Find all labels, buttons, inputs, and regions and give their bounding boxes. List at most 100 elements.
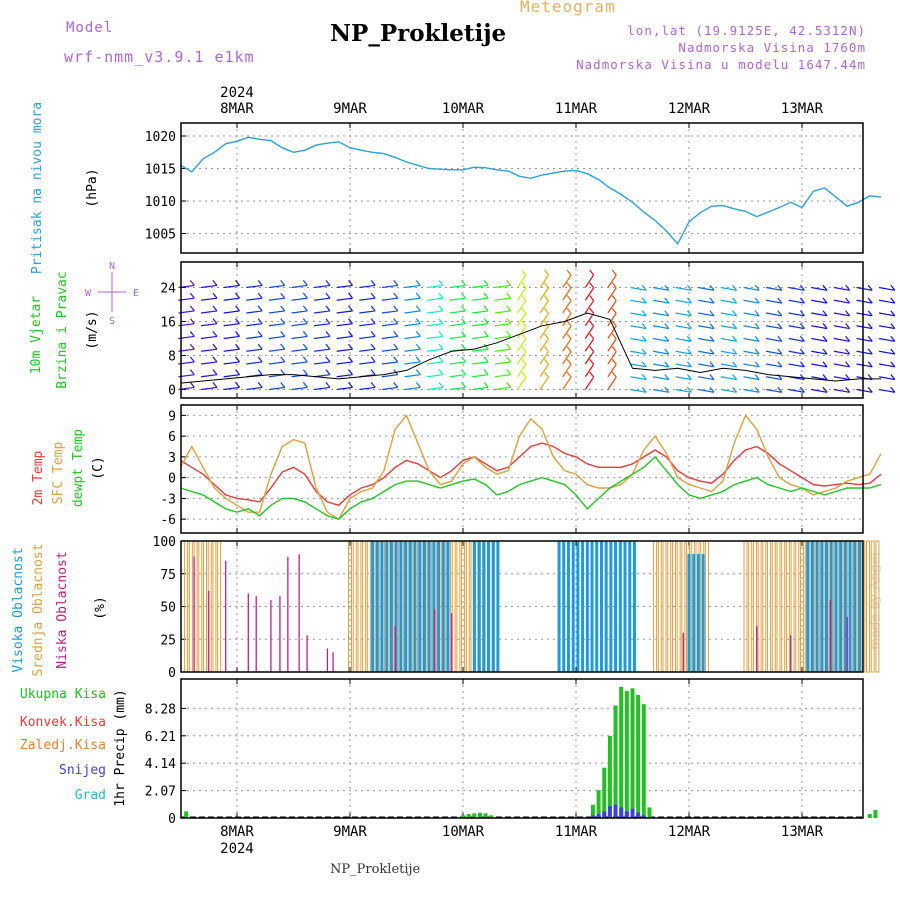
wind-barb	[562, 376, 572, 390]
precip-unit: 1hr Precip (mm)	[113, 689, 128, 806]
wind-barb	[743, 363, 760, 368]
cloud-high-bar	[848, 541, 852, 672]
wind-barb	[788, 363, 805, 368]
wind-barb-flag	[483, 292, 489, 299]
wind-barb-flag	[438, 305, 444, 312]
wind-barb-flag	[461, 280, 467, 286]
cloud-high-bar	[482, 541, 486, 672]
wind-barb	[607, 287, 617, 301]
wind-barb-flag	[709, 361, 715, 368]
cloud-mid-bar	[757, 540, 762, 673]
pressure-unit: (hPa)	[85, 168, 100, 207]
wind-barb	[788, 312, 805, 317]
wind-barb	[404, 335, 421, 340]
wind-barb-flag	[822, 374, 828, 380]
cloud-high-bar	[446, 541, 450, 672]
wind-barb	[314, 284, 331, 289]
wind-barb-flag	[506, 382, 512, 388]
wind-barb	[539, 376, 549, 390]
wind-barb-flag	[867, 297, 873, 304]
wind-barb-flag	[611, 282, 617, 289]
wind-barb-flag	[799, 348, 805, 355]
station-altitude: Nadmorska Visina 1760m	[678, 40, 866, 55]
wind-barb-flag	[506, 356, 512, 363]
x-bottom-label: 11MAR	[555, 824, 598, 840]
wind-barb	[833, 363, 850, 368]
model-label: Model	[66, 20, 114, 36]
cloud-ytick-label: 75	[160, 568, 176, 583]
wind-barb-flag	[438, 318, 444, 325]
cloud-high-bar	[389, 541, 393, 672]
wind-barb-flag	[566, 358, 572, 365]
wind-barb	[743, 388, 760, 393]
wind-barb	[607, 351, 617, 365]
wind-barb	[381, 361, 398, 365]
wind-barb-flag	[438, 331, 444, 337]
wind-barb-flag	[641, 335, 647, 342]
wind-barb-flag	[325, 280, 331, 286]
wind-barb	[201, 374, 218, 378]
cloud-high-bar	[581, 541, 585, 672]
wind-barb	[878, 299, 895, 304]
wind-barb	[788, 325, 805, 330]
cloud-high-bar	[477, 541, 481, 672]
wind-barb	[652, 312, 669, 317]
cloud-high-bar	[385, 541, 389, 672]
wind-barb	[607, 300, 617, 314]
wind-barb	[336, 348, 353, 352]
cloud-mid-bar	[748, 540, 753, 673]
cloud-mid-bar	[212, 540, 217, 673]
wind-barb-flag	[302, 305, 308, 312]
cloud-mid-bar	[704, 540, 709, 673]
x-bottom-label: 8MAR	[220, 824, 254, 840]
wind-barb	[539, 287, 549, 301]
wind-barb-flag	[212, 292, 218, 299]
wind-barb-flag	[799, 335, 805, 342]
wind-barb	[765, 350, 782, 355]
wind-barb-flag	[709, 374, 715, 380]
cloud-high-bar	[404, 541, 408, 672]
wind-barb-flag	[845, 348, 851, 355]
wind-barb	[720, 376, 737, 381]
wind-barb-flag	[415, 369, 421, 376]
wind-barb	[856, 325, 873, 330]
wind-barb	[449, 310, 466, 314]
wind-barb-flag	[777, 348, 783, 355]
wind-barb-flag	[566, 307, 572, 314]
wind-barb-flag	[521, 320, 527, 327]
wind-barb-flag	[777, 335, 783, 342]
wind-barb	[268, 297, 285, 301]
compass-label: W	[85, 288, 92, 299]
wind-barb	[630, 325, 647, 330]
wind-barb-flag	[483, 331, 489, 337]
cloud-high-bar	[701, 554, 705, 672]
wind-barb	[833, 312, 850, 317]
wind-barb	[788, 299, 805, 304]
wind-barb-flag	[611, 269, 617, 276]
wind-barb	[833, 350, 850, 355]
wind-barb-flag	[822, 335, 828, 342]
wind-barb-flag	[543, 358, 549, 365]
wind-barb-flag	[589, 307, 595, 314]
wind-barb	[472, 310, 489, 314]
wind-barb	[494, 284, 511, 289]
cloud-high-bar	[614, 541, 618, 672]
wind-barb	[381, 386, 398, 391]
wind-barb	[381, 335, 398, 340]
wind-barb	[743, 376, 760, 381]
wind-barb	[427, 310, 444, 314]
wind-barb	[381, 297, 398, 301]
wind-barb	[630, 299, 647, 304]
wind-barb-flag	[867, 310, 873, 317]
wind-barb	[856, 350, 873, 355]
precip-ytick-label: 4.14	[145, 757, 176, 772]
wind-barb	[494, 335, 511, 340]
wind-barb	[856, 286, 873, 291]
wind-barb-flag	[461, 305, 467, 312]
wind-barb-flag	[521, 371, 527, 378]
precip-total-bar	[461, 815, 465, 818]
wind-barb-flag	[799, 386, 805, 393]
cloud-mid-bar	[657, 540, 662, 673]
wind-barb-flag	[348, 356, 354, 363]
wind-barb-flag	[438, 382, 444, 388]
